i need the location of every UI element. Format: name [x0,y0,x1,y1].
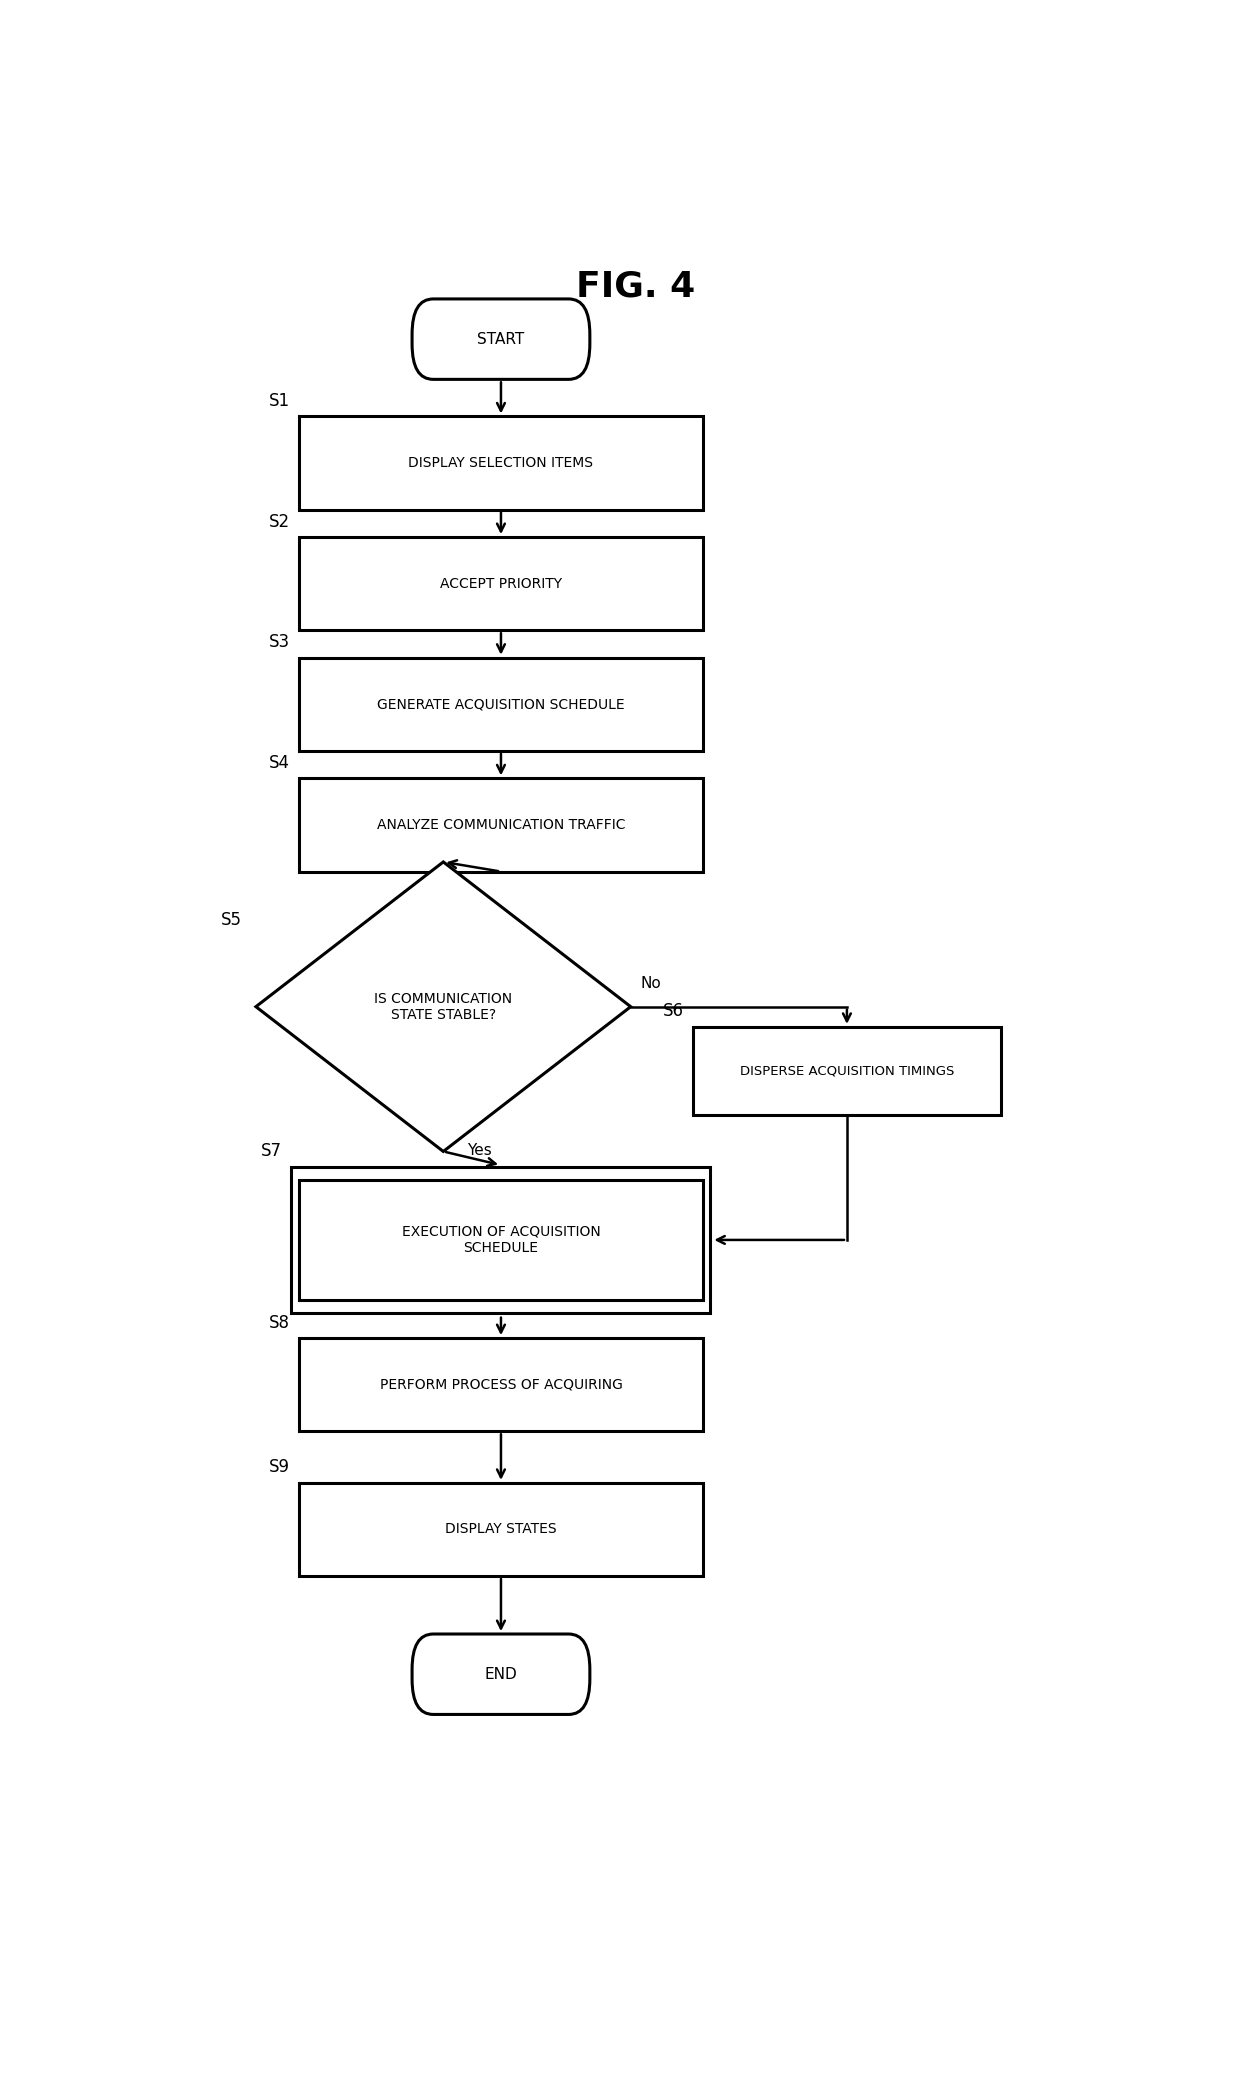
Text: FIG. 4: FIG. 4 [575,269,696,303]
Text: S9: S9 [269,1458,289,1477]
Text: S1: S1 [268,393,289,409]
Text: S8: S8 [269,1314,289,1331]
FancyBboxPatch shape [412,299,590,380]
Text: S3: S3 [268,633,289,652]
Text: No: No [640,976,661,990]
Text: GENERATE ACQUISITION SCHEDULE: GENERATE ACQUISITION SCHEDULE [377,698,625,710]
Text: S2: S2 [268,512,289,531]
Text: DISPLAY SELECTION ITEMS: DISPLAY SELECTION ITEMS [408,455,594,470]
Text: START: START [477,332,525,347]
Text: ANALYZE COMMUNICATION TRAFFIC: ANALYZE COMMUNICATION TRAFFIC [377,819,625,831]
FancyBboxPatch shape [299,537,703,631]
FancyBboxPatch shape [291,1168,711,1314]
Text: END: END [485,1667,517,1682]
Text: S4: S4 [269,754,289,771]
Text: S5: S5 [221,911,242,930]
FancyBboxPatch shape [693,1028,1001,1116]
Text: Yes: Yes [467,1143,492,1159]
FancyBboxPatch shape [299,416,703,510]
FancyBboxPatch shape [299,779,703,871]
Text: DISPLAY STATES: DISPLAY STATES [445,1523,557,1538]
Text: DISPERSE ACQUISITION TIMINGS: DISPERSE ACQUISITION TIMINGS [740,1065,954,1078]
FancyBboxPatch shape [299,658,703,750]
FancyBboxPatch shape [299,1180,703,1299]
FancyBboxPatch shape [299,1339,703,1431]
Text: EXECUTION OF ACQUISITION
SCHEDULE: EXECUTION OF ACQUISITION SCHEDULE [402,1224,600,1255]
Polygon shape [255,863,631,1151]
Text: S6: S6 [662,1003,683,1019]
Text: IS COMMUNICATION
STATE STABLE?: IS COMMUNICATION STATE STABLE? [374,992,512,1022]
Text: ACCEPT PRIORITY: ACCEPT PRIORITY [440,577,562,591]
Text: PERFORM PROCESS OF ACQUIRING: PERFORM PROCESS OF ACQUIRING [379,1377,622,1391]
FancyBboxPatch shape [299,1483,703,1575]
Text: S7: S7 [260,1143,281,1159]
FancyBboxPatch shape [412,1634,590,1715]
